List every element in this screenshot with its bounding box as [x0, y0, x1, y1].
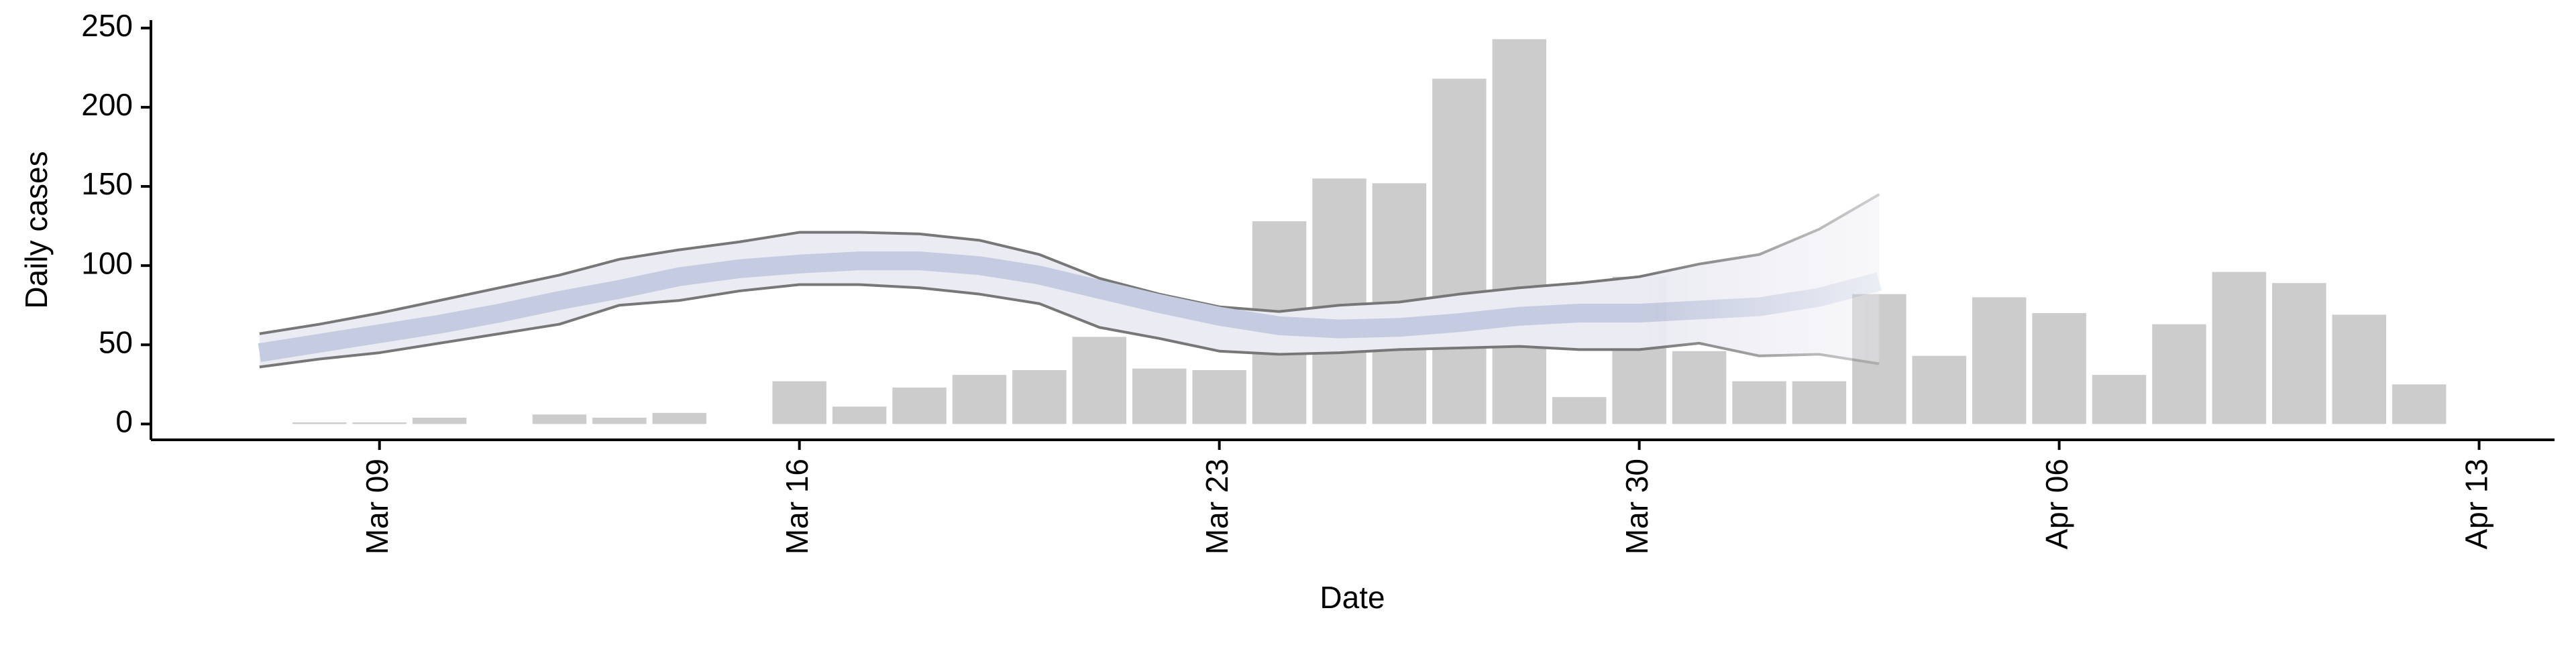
x-tick-label: Apr 13 [2459, 459, 2494, 550]
axes: 0 50 100 150 200 250 Mar 09 Mar 16 Mar 23 Mar 30 A… [81, 8, 2555, 554]
bar [532, 414, 587, 424]
x-tick-label: Mar 30 [1619, 459, 1654, 554]
bar [772, 381, 826, 424]
bar [2272, 283, 2326, 424]
bound-line [259, 193, 1880, 335]
x-tick-label: Apr 06 [2039, 459, 2074, 550]
y-tick-label: 250 [81, 8, 133, 43]
bar [892, 388, 947, 424]
bar [412, 417, 467, 424]
bar [652, 412, 707, 424]
y-tick-label: 0 [115, 404, 133, 439]
bars [292, 39, 2447, 424]
y-tick-label: 100 [81, 245, 133, 280]
bar [1732, 381, 1786, 424]
bar [2092, 375, 2147, 424]
bar [1132, 368, 1187, 424]
y-tick-label: 200 [81, 87, 133, 122]
bar [2332, 314, 2386, 424]
bar [832, 406, 887, 424]
bar [352, 422, 407, 424]
bar [1792, 381, 1847, 424]
bar [1012, 370, 1067, 424]
bar [1432, 78, 1487, 424]
bar [1072, 337, 1127, 424]
y-tick-label: 50 [99, 325, 133, 359]
bar [1192, 370, 1246, 424]
bar [1492, 39, 1547, 424]
bar [2212, 272, 2267, 424]
y-tick-label: 150 [81, 166, 133, 201]
x-tick-label: Mar 16 [780, 459, 814, 554]
bar [1552, 397, 1607, 424]
bar [2392, 384, 2447, 424]
bar [2032, 313, 2086, 424]
bar [292, 422, 347, 424]
median-line [258, 251, 1882, 362]
bar [1672, 351, 1727, 424]
bar [1312, 178, 1366, 424]
bar [1912, 355, 1966, 424]
estimate [258, 193, 1882, 369]
bar [1972, 297, 2027, 424]
bar [952, 375, 1007, 424]
bound-line [259, 283, 1880, 369]
bar [592, 417, 647, 424]
bar [2152, 324, 2206, 424]
x-tick-label: Mar 09 [360, 459, 394, 554]
x-axis-label: Date [1320, 580, 1385, 615]
y-axis-label: Daily cases [19, 151, 54, 308]
x-tick-label: Mar 23 [1199, 459, 1234, 554]
